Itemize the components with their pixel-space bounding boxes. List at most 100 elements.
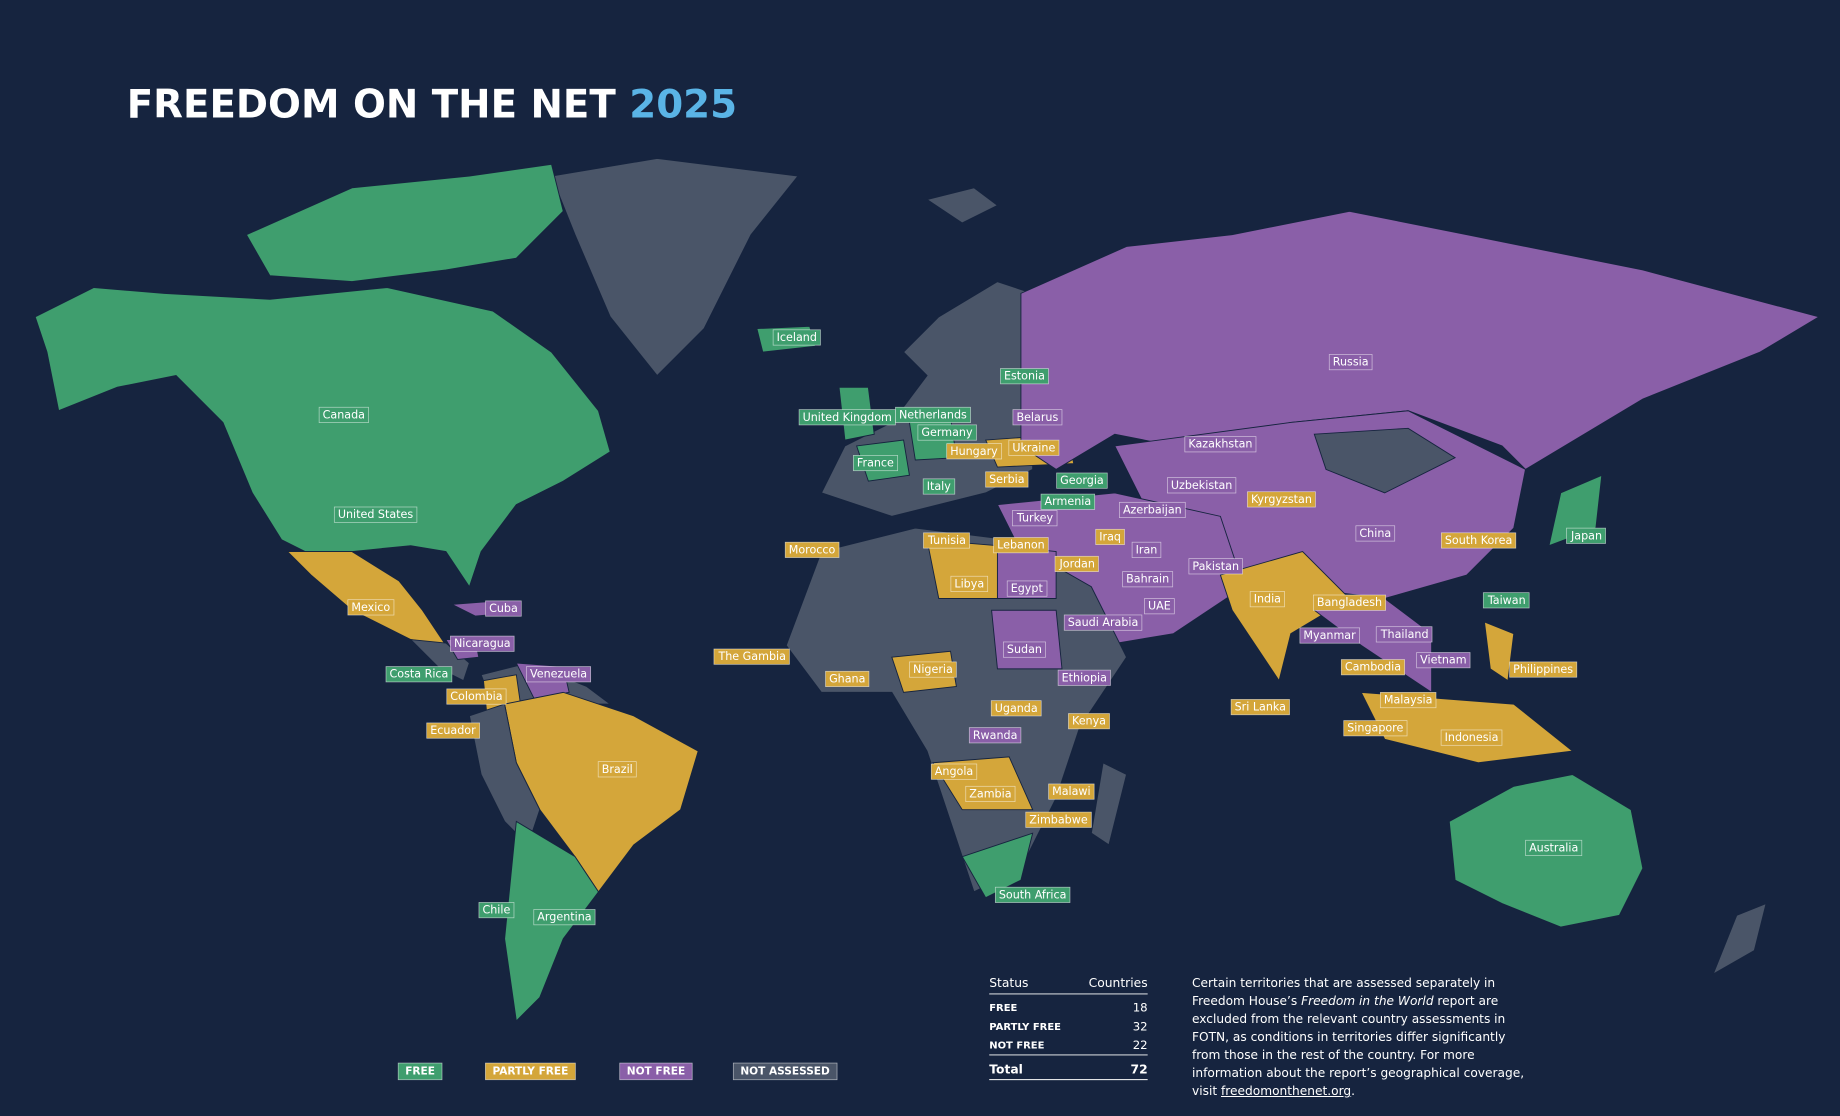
label-text: Serbia <box>989 473 1024 486</box>
label-text: Ecuador <box>430 724 476 737</box>
label-box <box>946 443 1003 460</box>
label-box <box>1008 439 1060 456</box>
label-text: Sudan <box>1007 643 1042 656</box>
label: Serbia <box>985 471 1029 488</box>
table-status: PARTLY FREE <box>989 1022 1061 1033</box>
label: Mexico <box>347 599 395 616</box>
label-text: Indonesia <box>1445 731 1499 744</box>
label-text: Sri Lanka <box>1235 701 1286 714</box>
label-box <box>1063 614 1143 631</box>
label: Iraq <box>1095 528 1125 545</box>
label: Bahrain <box>1122 571 1174 588</box>
label: Canada <box>318 406 369 423</box>
legend-item: NOT FREE <box>619 1062 693 1081</box>
label-text: Morocco <box>789 543 836 556</box>
label-box <box>968 727 1022 744</box>
label: South Korea <box>1440 532 1517 549</box>
label-text: Costa Rica <box>390 668 449 681</box>
label-text: Zimbabwe <box>1029 813 1088 826</box>
label-box <box>1003 641 1046 658</box>
label: Rwanda <box>968 727 1022 744</box>
label-box <box>965 785 1016 802</box>
label: Turkey <box>1012 510 1058 527</box>
label-box <box>1012 510 1058 527</box>
label-box <box>1000 368 1049 385</box>
label-text: Canada <box>323 408 365 421</box>
legend-label: NOT FREE <box>627 1065 685 1077</box>
label: Uganda <box>990 700 1042 717</box>
label: Australia <box>1525 839 1583 856</box>
label-box <box>1299 627 1360 644</box>
label-text: Rwanda <box>973 729 1018 742</box>
note-link[interactable]: freedomonthenet.org <box>1221 1084 1352 1098</box>
label-box <box>1379 692 1437 709</box>
label-box <box>895 406 971 423</box>
label-box <box>1184 436 1257 453</box>
label-box <box>909 661 957 678</box>
label-box <box>1068 713 1110 730</box>
label: Angola <box>930 763 978 780</box>
label: Zambia <box>965 785 1016 802</box>
label-box <box>825 670 870 687</box>
label-text: Chile <box>482 904 510 917</box>
label-box <box>713 648 790 665</box>
note: Certain territories that are assessed se… <box>1192 974 1537 1100</box>
label-box <box>1006 580 1048 597</box>
label-box <box>930 763 978 780</box>
label-box <box>526 666 592 683</box>
label: Myanmar <box>1299 627 1360 644</box>
label-box <box>990 700 1042 717</box>
table-header: Countries <box>1089 976 1148 990</box>
label-box <box>533 909 596 926</box>
label: India <box>1249 591 1285 608</box>
label-box <box>1119 501 1186 519</box>
label-text: Bangladesh <box>1317 596 1382 609</box>
label: Philippines <box>1509 661 1578 678</box>
label: United States <box>333 506 418 523</box>
label: Armenia <box>1040 493 1096 510</box>
label-text: Nicaragua <box>454 637 511 650</box>
label-box <box>922 478 956 495</box>
label: Tunisia <box>923 532 970 549</box>
label: Uzbekistan <box>1167 477 1237 494</box>
label: Azerbaijan <box>1119 501 1186 519</box>
label-text: Iceland <box>777 331 817 344</box>
label-box <box>1416 652 1471 669</box>
label-text: Italy <box>927 480 952 493</box>
label-box <box>772 329 821 346</box>
label: UAE <box>1144 598 1175 615</box>
label-text: Turkey <box>1016 512 1054 525</box>
label-text: Hungary <box>950 445 998 458</box>
label: Indonesia <box>1440 729 1503 746</box>
label: Egypt <box>1006 580 1048 597</box>
label-text: Colombia <box>450 690 502 703</box>
country-labels: Iceland Canada United States Estonia United … <box>318 329 1606 926</box>
label: Taiwan <box>1482 592 1530 609</box>
label-text: Philippines <box>1513 663 1573 676</box>
label-text: Tunisia <box>927 534 966 547</box>
world-map <box>34 157 1821 1022</box>
label-box <box>1167 477 1237 494</box>
label: Kyrgyzstan <box>1247 491 1316 508</box>
label-text: Uganda <box>995 702 1038 715</box>
label-box <box>853 455 898 472</box>
label-text: Vietnam <box>1420 654 1466 667</box>
label-text: Russia <box>1333 356 1369 369</box>
table-total-count: 72 <box>1131 1063 1148 1077</box>
label: Pakistan <box>1188 558 1243 575</box>
label-box <box>318 406 369 423</box>
label-text: Malaysia <box>1384 694 1433 707</box>
label: Colombia <box>446 688 507 705</box>
label: Costa Rica <box>385 666 453 683</box>
label: Japan <box>1566 527 1606 544</box>
label-box <box>1188 558 1243 575</box>
label-text: United States <box>338 508 414 521</box>
note-text: . <box>1351 1084 1356 1098</box>
label-text: Kazakhstan <box>1188 438 1252 451</box>
label: Ecuador <box>426 722 480 739</box>
label-text: Kyrgyzstan <box>1251 493 1312 506</box>
table-header: Status <box>989 976 1028 990</box>
label-box <box>1343 720 1408 737</box>
label-box <box>1328 354 1373 371</box>
label-box <box>950 575 989 592</box>
